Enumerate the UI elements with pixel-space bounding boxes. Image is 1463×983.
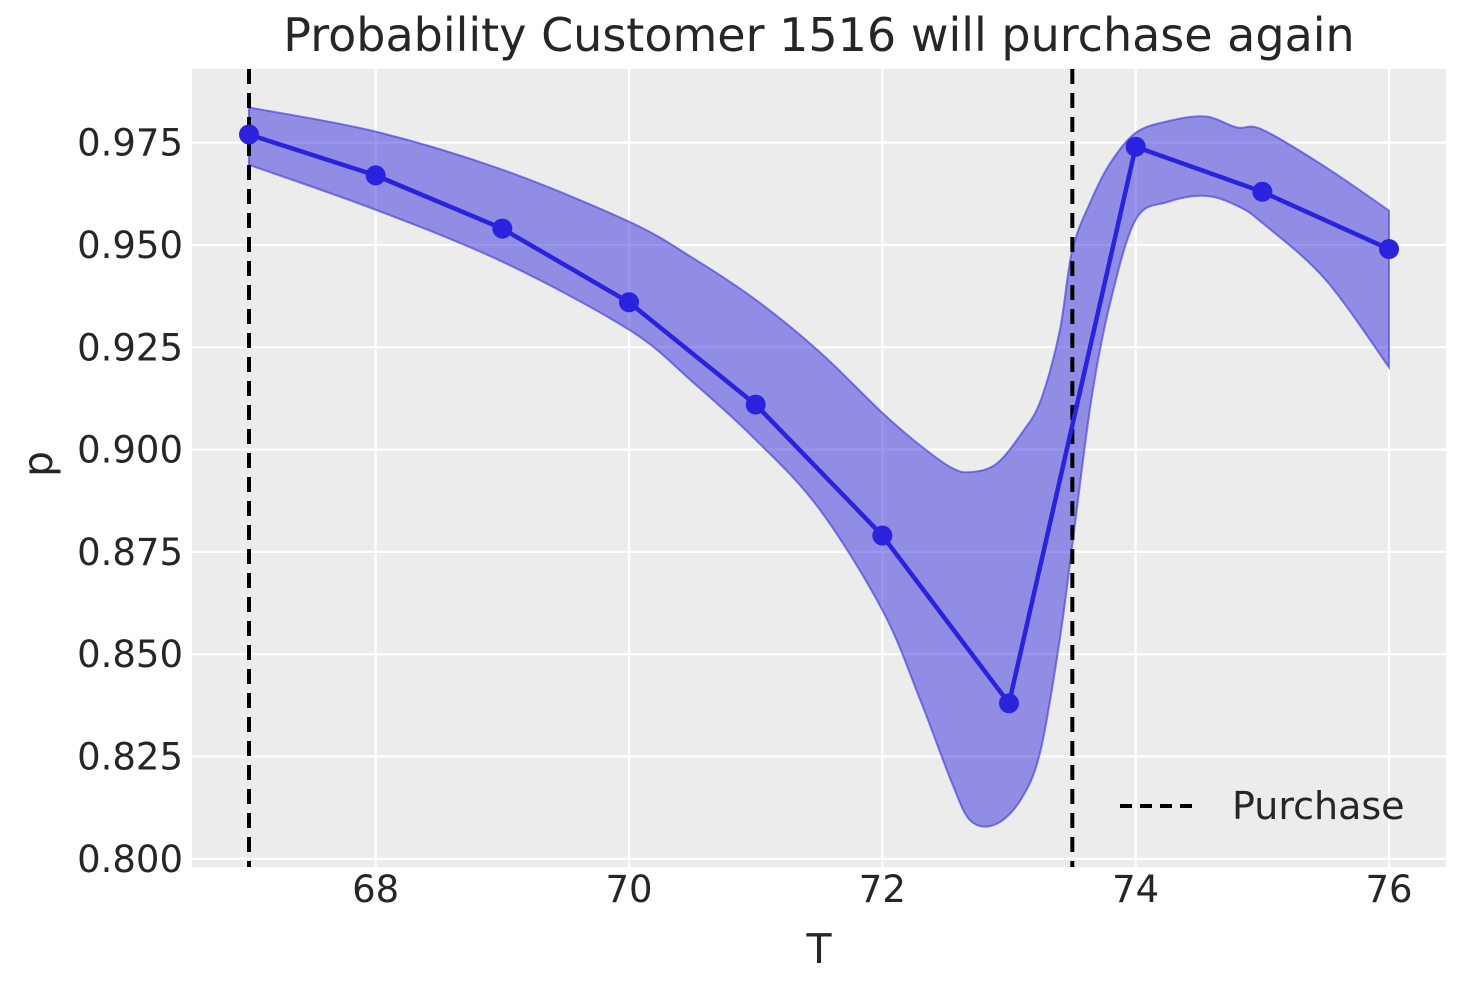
legend: Purchase <box>1118 784 1405 828</box>
data-point <box>492 218 513 239</box>
data-point <box>1252 181 1273 202</box>
y-tick-label: 0.950 <box>77 224 183 267</box>
y-tick-label: 0.875 <box>77 531 183 574</box>
legend-label: Purchase <box>1232 784 1405 828</box>
data-point <box>239 124 259 145</box>
data-point <box>999 693 1019 714</box>
y-tick-label: 0.850 <box>77 633 183 676</box>
data-point <box>872 525 893 546</box>
x-axis-label: T <box>806 925 832 973</box>
x-tick-label: 70 <box>605 868 652 911</box>
y-tick-label: 0.825 <box>77 736 183 779</box>
data-point <box>619 292 639 313</box>
data-point <box>1125 136 1146 157</box>
series-line <box>248 132 1390 706</box>
x-tick-label: 74 <box>1112 868 1159 911</box>
x-tick-label: 68 <box>352 868 399 911</box>
legend-dashed-line-icon <box>1120 804 1196 808</box>
y-tick-label: 0.800 <box>77 838 183 881</box>
data-point <box>1379 239 1399 260</box>
y-axis-label: p <box>14 450 62 478</box>
data-point <box>745 394 766 415</box>
y-tick-label: 0.900 <box>77 429 183 472</box>
y-tick-label: 0.975 <box>77 122 183 165</box>
data-point <box>365 165 386 186</box>
x-tick-label: 76 <box>1365 868 1412 911</box>
x-tick-label: 72 <box>859 868 906 911</box>
chart-title: Probability Customer 1516 will purchase … <box>283 8 1355 62</box>
y-tick-label: 0.925 <box>77 326 183 369</box>
